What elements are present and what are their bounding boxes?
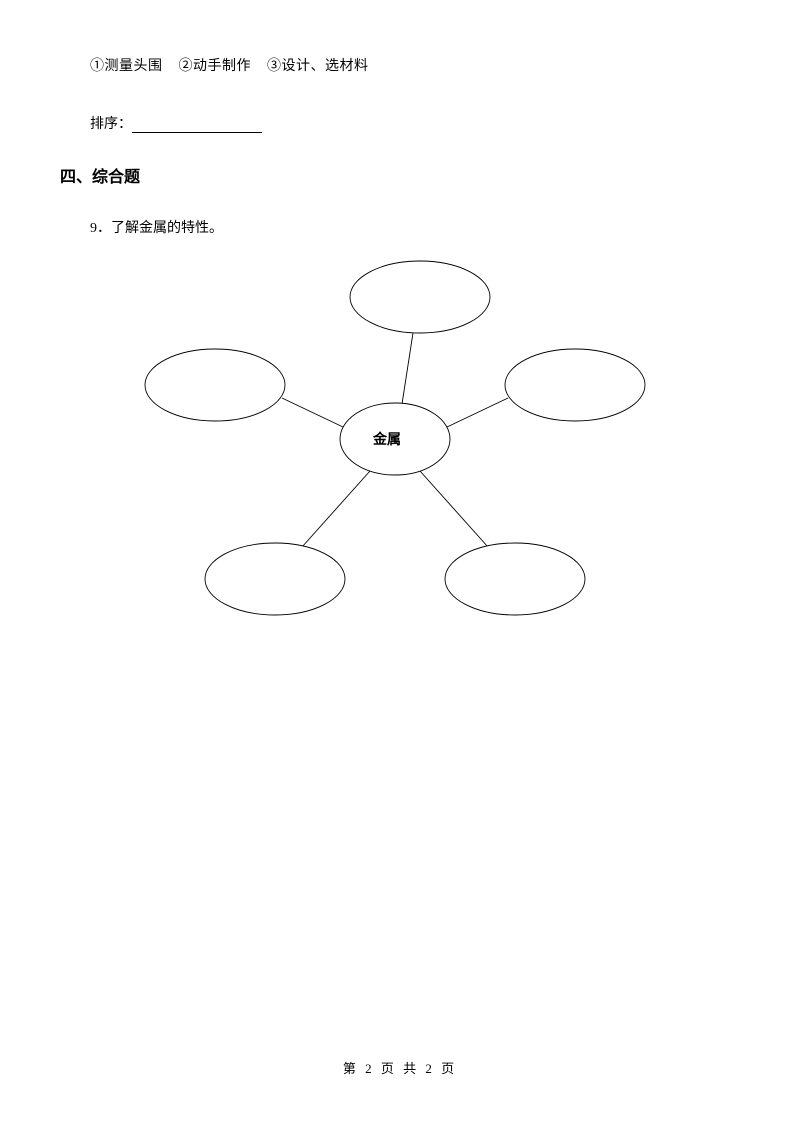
center-node-label: 金属 xyxy=(373,429,401,449)
outer-node xyxy=(205,543,345,615)
outer-node xyxy=(505,349,645,421)
mind-map-diagram: 金属 xyxy=(130,257,670,657)
sort-label: 排序： xyxy=(90,117,132,132)
question-9: 9．了解金属的特性。 xyxy=(90,217,710,237)
page-footer: 第 2 页 共 2 页 xyxy=(0,1058,800,1077)
options-line: ①测量头围 ②动手制作 ③设计、选材料 xyxy=(90,55,710,75)
outer-node xyxy=(445,543,585,615)
connector-line xyxy=(402,333,413,404)
option-3: ③设计、选材料 xyxy=(267,59,369,74)
sort-blank[interactable] xyxy=(132,119,262,133)
outer-node xyxy=(145,349,285,421)
outer-node xyxy=(350,261,490,333)
section-title: 四、综合题 xyxy=(60,163,710,187)
connector-line xyxy=(282,398,343,427)
connector-line xyxy=(420,471,488,547)
option-2: ②动手制作 xyxy=(179,59,252,74)
connector-line xyxy=(447,398,508,427)
diagram-svg xyxy=(130,257,670,657)
connector-line xyxy=(302,471,370,547)
option-1: ①测量头围 xyxy=(90,59,163,74)
sort-line: 排序： xyxy=(90,113,710,133)
